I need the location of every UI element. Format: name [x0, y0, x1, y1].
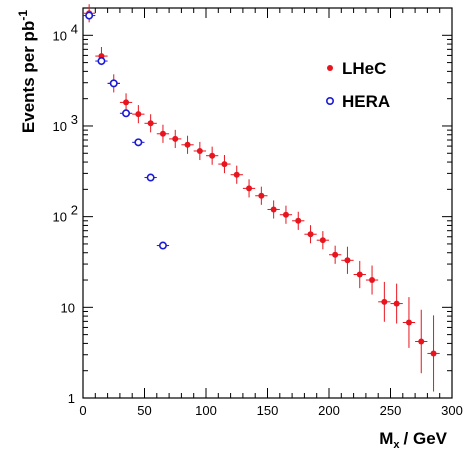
hera-point [95, 57, 108, 66]
lhec-point [242, 179, 256, 198]
lhec-marker [270, 206, 277, 213]
lhec-marker [356, 271, 363, 278]
x-tick-label: 100 [195, 403, 217, 418]
lhec-marker [307, 231, 314, 238]
plot-frame [82, 7, 453, 399]
hera-point [119, 109, 133, 118]
y-tick-label-exponent: 4 [71, 21, 78, 36]
lhec-point [230, 165, 243, 184]
y-tick-label-exponent: 3 [71, 112, 78, 127]
legend-entry-hera: HERA [325, 92, 390, 111]
lhec-marker [246, 185, 253, 192]
lhec-marker [344, 257, 351, 264]
hera-marker [158, 241, 167, 250]
hera-marker [146, 173, 155, 182]
lhec-marker [233, 171, 240, 178]
lhec-marker [418, 338, 425, 345]
lhec-marker [184, 141, 191, 148]
lhec-point [279, 205, 293, 224]
lhec-point [304, 225, 317, 244]
lhec-marker [209, 152, 216, 159]
y-tick-label-exponent: 2 [71, 203, 78, 218]
x-tick-label: 0 [79, 403, 86, 418]
legend-label-hera: HERA [342, 92, 390, 111]
y-tick-label: 10 [53, 28, 67, 43]
lhec-point [390, 283, 403, 324]
lhec-marker [332, 251, 339, 258]
data-points [83, 4, 440, 392]
lhec-point [156, 124, 170, 143]
hera-point [107, 79, 120, 88]
x-tick-label: 150 [257, 403, 279, 418]
lhec-marker [123, 99, 130, 106]
x-tick-label: 50 [137, 403, 151, 418]
lhec-point [267, 200, 280, 219]
lhec-marker [172, 135, 179, 142]
lhec-marker [319, 237, 326, 244]
lhec-marker [221, 161, 228, 168]
axis-tick-labels: 0 50 100 150 200 250 300 1 10 10 2 10 3 10 4 [53, 21, 463, 418]
plot-border [82, 7, 453, 399]
lhec-marker [282, 211, 289, 218]
x-tick-label: 200 [318, 403, 340, 418]
legend-marker-hera [325, 97, 334, 106]
y-tick-label: 10 [53, 210, 67, 225]
lhec-point [292, 211, 305, 230]
x-tick-label: 300 [441, 403, 463, 418]
y-tick-label: 1 [68, 391, 75, 406]
lhec-point [144, 114, 157, 133]
hera-point [83, 11, 96, 20]
lhec-marker [405, 319, 412, 326]
lhec-marker [135, 111, 142, 118]
lhec-point [402, 297, 416, 348]
lhec-point [378, 281, 391, 322]
legend: LHeC HERA [325, 59, 390, 111]
lhec-point [132, 105, 145, 124]
hera-point [156, 241, 170, 250]
lhec-marker [295, 217, 302, 224]
lhec-point [341, 246, 354, 274]
lhec-point [181, 135, 194, 154]
hera-marker [85, 11, 94, 20]
lhec-point [365, 265, 379, 295]
legend-entry-lhec: LHeC [327, 59, 386, 78]
lhec-point [218, 155, 231, 174]
lhec-point [427, 315, 440, 392]
hera-marker [122, 109, 131, 118]
lhec-marker [159, 130, 166, 137]
hera-point [132, 138, 145, 147]
lhec-point [169, 129, 182, 148]
lhec-marker [147, 120, 154, 127]
lhec-point [415, 309, 428, 374]
y-tick-label: 10 [61, 300, 75, 315]
hera-marker [97, 57, 106, 66]
lhec-marker [430, 350, 437, 357]
lhec-point [193, 141, 206, 161]
x-tick-label: 250 [380, 403, 402, 418]
hera-marker [109, 79, 118, 88]
lhec-marker [258, 192, 265, 199]
lhec-point [119, 93, 133, 112]
hera-point [144, 173, 157, 182]
lhec-point [316, 231, 329, 250]
lhec-point [206, 146, 219, 165]
lhec-marker [381, 298, 388, 305]
hera-marker [134, 138, 143, 147]
y-tick-label: 10 [53, 119, 67, 134]
legend-label-lhec: LHeC [342, 59, 386, 78]
lhec-marker [393, 300, 400, 307]
legend-marker-lhec [327, 65, 333, 71]
lhec-marker [196, 147, 203, 154]
x-axis-title: Mx / GeV [379, 429, 447, 450]
lhec-point [353, 260, 366, 289]
lhec-marker [369, 277, 376, 284]
y-axis-title: Events per pb-1 [16, 10, 38, 133]
lhec-point [255, 186, 268, 205]
lhec-point [329, 245, 342, 264]
axis-ticks [82, 7, 453, 399]
